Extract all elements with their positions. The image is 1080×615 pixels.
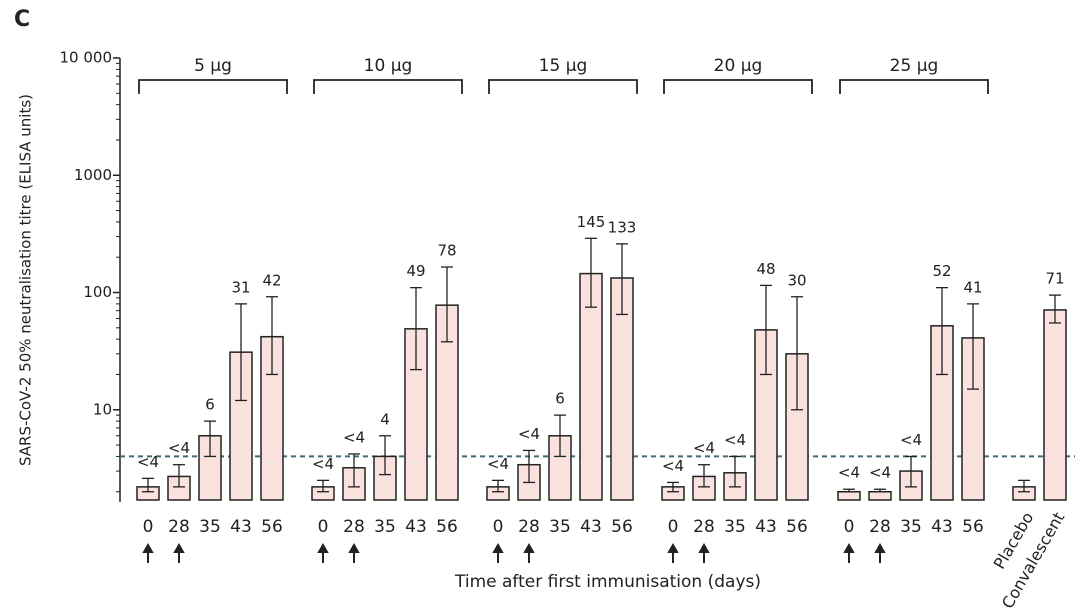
- value-label: <4: [487, 455, 509, 473]
- value-label: <4: [312, 455, 334, 473]
- x-tick-label: 43: [755, 517, 777, 537]
- x-tick-label: 43: [405, 517, 427, 537]
- bar: [1043, 309, 1067, 501]
- y-tick-label: 10 000: [60, 49, 113, 67]
- value-label: 133: [608, 218, 637, 236]
- x-tick-label: 56: [962, 517, 984, 537]
- value-label: 6: [555, 390, 565, 408]
- value-label: <4: [662, 457, 684, 475]
- group-label: 15 µg: [539, 56, 588, 76]
- x-tick-label: 56: [611, 517, 633, 537]
- value-label: 78: [437, 242, 456, 260]
- value-label: <4: [168, 439, 190, 457]
- panel-label: C: [14, 7, 30, 32]
- x-tick-label: 35: [724, 517, 746, 537]
- x-tick-label: 28: [518, 517, 540, 537]
- x-axis-label: Time after first immunisation (days): [454, 572, 761, 592]
- x-tick-label: 28: [168, 517, 190, 537]
- value-label: 71: [1045, 270, 1064, 288]
- y-tick-label: 100: [83, 283, 112, 301]
- group-label: 20 µg: [714, 56, 763, 76]
- value-label: 6: [205, 396, 215, 414]
- value-label: 48: [756, 260, 775, 278]
- x-tick-label: 56: [261, 517, 283, 537]
- immunisation-arrow: [348, 542, 360, 563]
- group-bracket: [313, 79, 463, 94]
- group-bracket: [138, 79, 288, 94]
- x-tick-label: 35: [549, 517, 571, 537]
- x-tick-label: 0: [668, 517, 679, 537]
- value-label: <4: [343, 428, 365, 446]
- x-tick-label: 0: [844, 517, 855, 537]
- y-tick-label: 1000: [74, 166, 112, 184]
- group-label: 10 µg: [364, 56, 413, 76]
- value-label: <4: [900, 431, 922, 449]
- group-label: 25 µg: [890, 56, 939, 76]
- x-tick-label: 43: [931, 517, 953, 537]
- group-bracket: [839, 79, 989, 94]
- value-label: 42: [262, 271, 281, 289]
- value-label: 52: [932, 262, 951, 280]
- value-label: <4: [838, 464, 860, 482]
- immunisation-arrow: [492, 542, 504, 563]
- bar: [868, 490, 892, 501]
- y-axis-label: SARS-CoV-2 50% neutralisation titre (ELI…: [17, 94, 35, 466]
- x-tick-label: 0: [143, 517, 154, 537]
- value-label: <4: [518, 425, 540, 443]
- immunisation-arrow: [142, 542, 154, 563]
- immunisation-arrow: [843, 542, 855, 563]
- immunisation-arrow: [874, 542, 886, 563]
- bar: [837, 490, 861, 501]
- group-bracket: [663, 79, 813, 94]
- x-tick-label: 28: [693, 517, 715, 537]
- immunisation-arrow: [698, 542, 710, 563]
- x-tick-label: 56: [436, 517, 458, 537]
- immunisation-arrow: [173, 542, 185, 563]
- value-label: 4: [380, 410, 390, 428]
- immunisation-arrow: [317, 542, 329, 563]
- group-bracket: [488, 79, 638, 94]
- x-tick-label: 43: [230, 517, 252, 537]
- value-label: <4: [869, 464, 891, 482]
- y-tick-label: 10: [93, 400, 112, 418]
- value-label: <4: [724, 431, 746, 449]
- x-tick-label: 35: [199, 517, 221, 537]
- immunisation-arrow: [523, 542, 535, 563]
- x-tick-label: 56: [786, 517, 808, 537]
- value-label: <4: [137, 453, 159, 471]
- x-tick-label: 28: [869, 517, 891, 537]
- immunisation-arrow: [667, 542, 679, 563]
- value-label: 145: [577, 213, 606, 231]
- value-label: 49: [406, 262, 425, 280]
- x-tick-label: 28: [343, 517, 365, 537]
- x-tick-label: 35: [374, 517, 396, 537]
- group-label: 5 µg: [194, 56, 232, 76]
- value-label: 30: [787, 271, 806, 289]
- x-tick-label: 0: [493, 517, 504, 537]
- value-label: 41: [963, 278, 982, 296]
- x-tick-label: 35: [900, 517, 922, 537]
- value-label: 31: [231, 278, 250, 296]
- value-label: <4: [693, 439, 715, 457]
- x-tick-label: 0: [318, 517, 329, 537]
- x-tick-label: 43: [580, 517, 602, 537]
